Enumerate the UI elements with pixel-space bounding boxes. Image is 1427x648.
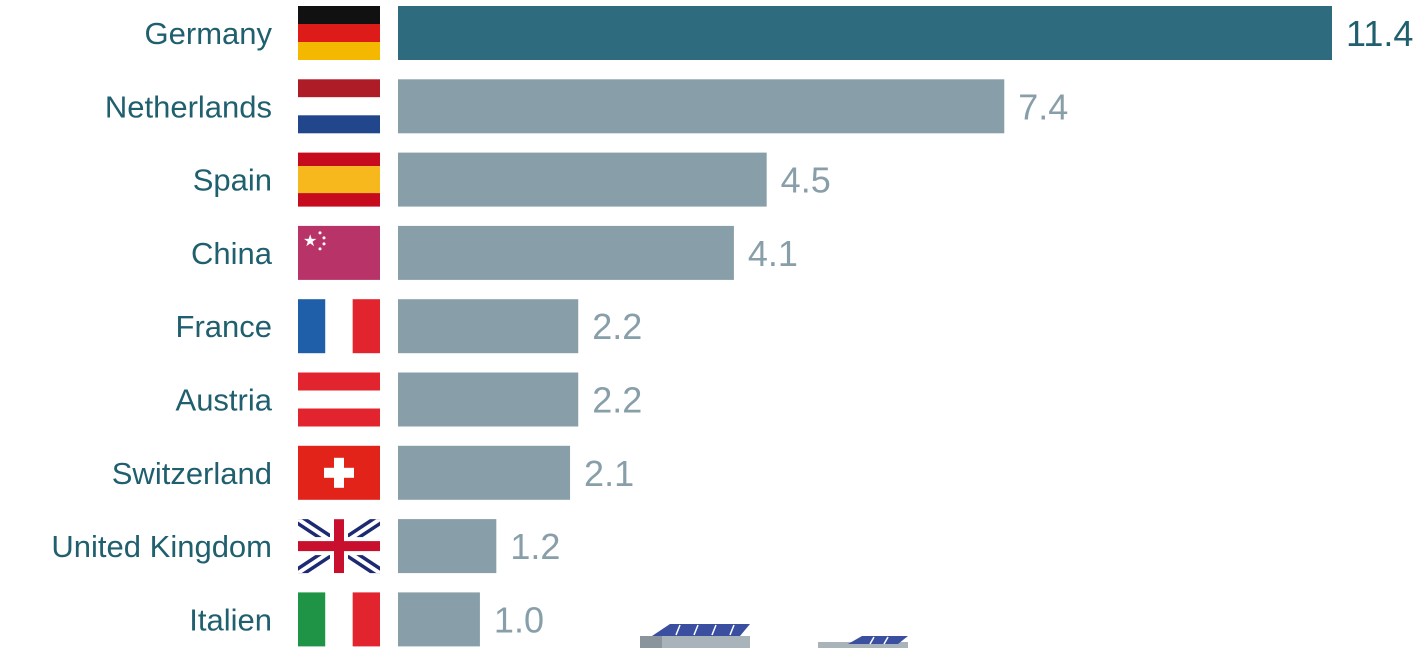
value-label: 11.4 <box>1346 13 1413 54</box>
value-label: 4.1 <box>748 233 798 274</box>
solar-house-icon <box>818 636 908 648</box>
country-label: Spain <box>193 163 272 198</box>
spain-flag-icon <box>298 152 380 207</box>
bar-france <box>398 299 579 354</box>
bar-italien <box>398 592 480 647</box>
country-label: Germany <box>145 16 273 51</box>
value-label: 7.4 <box>1018 86 1068 127</box>
austria-flag-icon <box>298 372 380 427</box>
bar-netherlands <box>398 79 1005 134</box>
france-flag-icon <box>298 299 380 354</box>
bar-united-kingdom <box>398 519 497 574</box>
solar-house-icon <box>640 624 750 648</box>
value-label: 2.2 <box>592 306 642 347</box>
switzerland-flag-icon <box>298 445 380 500</box>
bar-switzerland <box>398 445 571 500</box>
bars <box>398 6 1332 647</box>
value-label: 1.2 <box>510 526 560 567</box>
country-label: Italien <box>189 602 272 637</box>
germany-flag-icon <box>298 6 380 60</box>
flags: ★ <box>298 6 380 647</box>
country-label: Austria <box>176 383 273 418</box>
svg-text:★: ★ <box>303 231 317 250</box>
country-label: France <box>176 309 272 344</box>
value-label: 2.2 <box>592 380 642 421</box>
united-kingdom-flag-icon <box>298 519 380 574</box>
country-labels: Germany Netherlands Spain China France Austri… <box>51 16 272 637</box>
bar-china <box>398 225 734 280</box>
country-label: United Kingdom <box>51 529 272 564</box>
value-label: 2.1 <box>584 453 634 494</box>
value-label: 4.5 <box>781 160 831 201</box>
italy-flag-icon <box>298 592 380 647</box>
country-label: Netherlands <box>105 89 272 124</box>
value-label: 1.0 <box>494 599 544 640</box>
country-label: China <box>191 236 273 271</box>
value-labels: 11.4 7.4 4.5 4.1 2.2 2.2 2.1 1.2 1.0 <box>494 13 1413 640</box>
china-flag-icon: ★ <box>298 225 380 280</box>
country-label: Switzerland <box>112 456 272 491</box>
bar-spain <box>398 152 767 207</box>
bar-austria <box>398 372 579 427</box>
netherlands-flag-icon <box>298 79 380 134</box>
bar-germany <box>398 6 1332 60</box>
